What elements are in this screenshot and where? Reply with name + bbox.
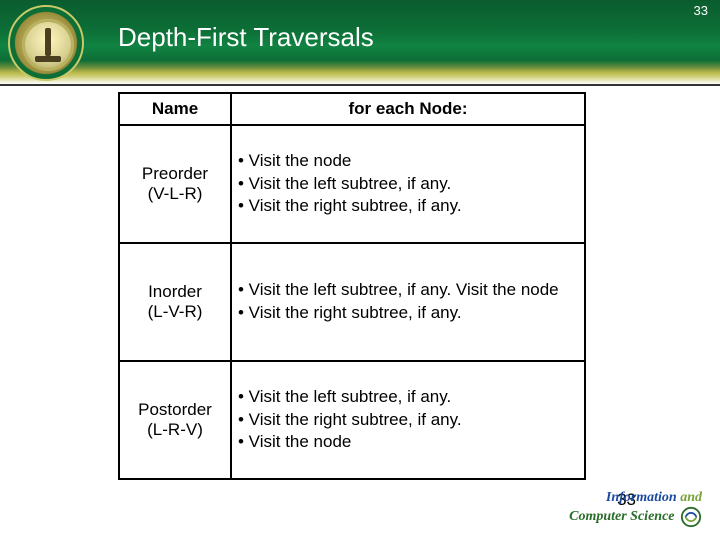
footer-line2: Computer Science (569, 509, 674, 524)
header-band: Depth-First Traversals 33 (0, 0, 720, 86)
seal-base (35, 56, 61, 62)
table-row: Preorder (V-L-R) • Visit the node • Visi… (119, 125, 585, 243)
university-seal (8, 5, 84, 81)
row2-name-line2: (L-R-V) (147, 420, 203, 439)
header-desc: for each Node: (231, 93, 585, 125)
seal-inner (22, 19, 74, 71)
row0-desc-2: • Visit the right subtree, if any. (238, 195, 578, 218)
seal-obelisk (45, 28, 51, 56)
row0-desc-0: • Visit the node (238, 150, 578, 173)
traversal-table: Name for each Node: Preorder (V-L-R) • V… (118, 92, 586, 480)
row0-name: Preorder (V-L-R) (119, 125, 231, 243)
row2-name: Postorder (L-R-V) (119, 361, 231, 479)
slide-title: Depth-First Traversals (118, 22, 374, 53)
table-row: Postorder (L-R-V) • Visit the left subtr… (119, 361, 585, 479)
row2-desc-2: • Visit the node (238, 431, 578, 454)
footer-amp: and (680, 490, 702, 505)
row1-name-line1: Inorder (148, 282, 202, 301)
slide-number-top: 33 (694, 3, 708, 18)
footer-swirl-icon (680, 506, 702, 528)
row1-desc: • Visit the left subtree, if any. Visit … (231, 243, 585, 361)
row0-desc: • Visit the node • Visit the left subtre… (231, 125, 585, 243)
row1-name: Inorder (L-V-R) (119, 243, 231, 361)
row0-name-line2: (V-L-R) (148, 184, 203, 203)
table-row: Inorder (L-V-R) • Visit the left subtree… (119, 243, 585, 361)
department-logo: Information and Computer Science (569, 491, 702, 528)
row2-name-line1: Postorder (138, 400, 212, 419)
row2-desc: • Visit the left subtree, if any. • Visi… (231, 361, 585, 479)
row2-desc-1: • Visit the right subtree, if any. (238, 409, 578, 432)
table-header-row: Name for each Node: (119, 93, 585, 125)
row0-desc-1: • Visit the left subtree, if any. (238, 173, 578, 196)
row1-desc-0: • Visit the left subtree, if any. Visit … (238, 279, 578, 302)
row1-name-line2: (L-V-R) (148, 302, 203, 321)
footer-line1: Information (606, 490, 677, 505)
header-name: Name (119, 93, 231, 125)
row0-name-line1: Preorder (142, 164, 208, 183)
row1-desc-1: • Visit the right subtree, if any. (238, 302, 578, 325)
row2-desc-0: • Visit the left subtree, if any. (238, 386, 578, 409)
content-area: Name for each Node: Preorder (V-L-R) • V… (118, 92, 586, 480)
